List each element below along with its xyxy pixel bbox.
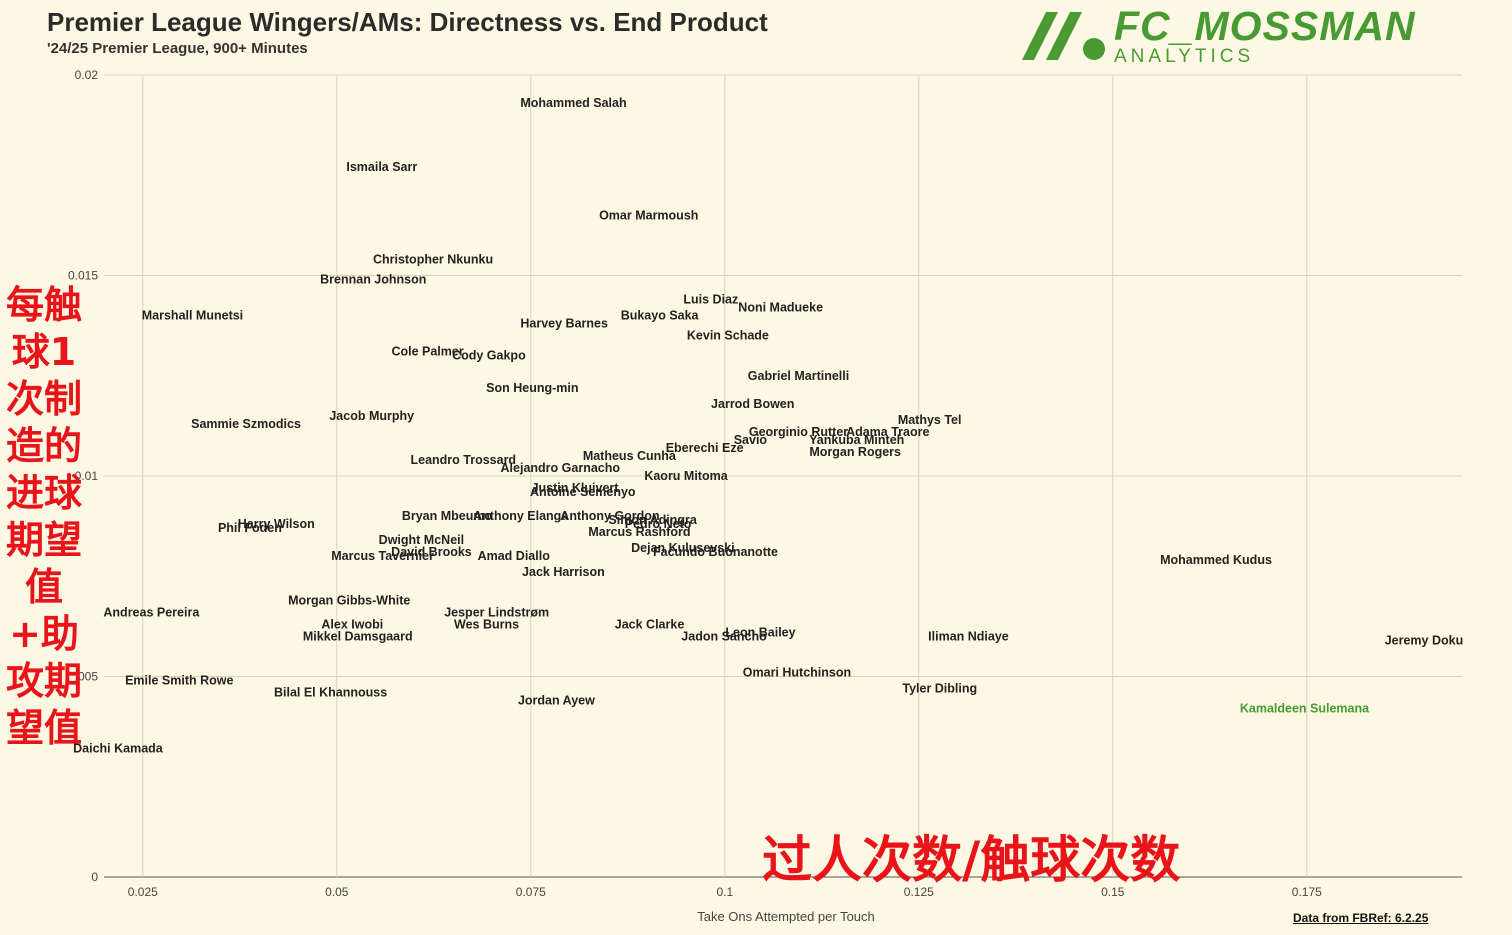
data-point-label: Leandro Trossard — [410, 453, 516, 467]
data-point-label: Kaoru Mitoma — [644, 469, 728, 483]
data-point-label: Dwight McNeil — [379, 533, 464, 547]
x-axis-label: Take Ons Attempted per Touch — [697, 909, 875, 924]
data-point-label: Dejan Kulusevski — [631, 541, 735, 555]
x-tick-label: 0.125 — [904, 885, 934, 899]
data-point-label: Pedro Neto — [625, 517, 692, 531]
data-point-label: Omar Marmoush — [599, 208, 698, 222]
data-point-label: Marshall Munetsi — [142, 309, 243, 323]
logo-mark-icon — [1022, 12, 1105, 60]
data-point-label: Harry Wilson — [238, 517, 315, 531]
chart-title: Premier League Wingers/AMs: Directness v… — [47, 7, 768, 37]
data-point-label: Morgan Rogers — [809, 445, 901, 459]
data-points: Mohammed Salah Ismaila Sarr Omar Marmoush C… — [73, 96, 1463, 756]
data-point-label: Christopher Nkunku — [373, 252, 493, 266]
data-point-label: Morgan Gibbs-White — [288, 593, 410, 607]
data-point-label: Harvey Barnes — [520, 317, 608, 331]
data-point-label: Son Heung-min — [486, 381, 578, 395]
data-point-label: Cole Palmer — [391, 345, 463, 359]
chart-grid — [104, 74, 1462, 878]
data-point-label: Jarrod Bowen — [711, 397, 794, 411]
data-source-link[interactable]: Data from FBRef: 6.2.25 — [1293, 911, 1429, 925]
data-point-label: Anthony Gordon — [560, 509, 659, 523]
data-point-label: Yankuba Minteh — [809, 433, 904, 447]
data-point-label: Gabriel Martinelli — [748, 369, 849, 383]
x-tick-label: 0.1 — [716, 885, 733, 899]
data-point-label: Kamaldeen Sulemana — [1240, 702, 1370, 716]
data-point-label: Adama Traore — [846, 425, 929, 439]
y-tick-label: 0.015 — [68, 269, 98, 283]
x-tick-label: 0.025 — [128, 885, 158, 899]
data-point-label: Mikkel Damsgaard — [303, 629, 413, 643]
data-point-label: Kevin Schade — [687, 329, 769, 343]
x-tick-label: 0.15 — [1101, 885, 1125, 899]
data-point-label: Matheus Cunha — [583, 449, 677, 463]
x-tick-label: 0.05 — [325, 885, 349, 899]
x-tick-label: 0.175 — [1292, 885, 1322, 899]
y-tick-label: 0.02 — [75, 68, 99, 82]
data-point-label: Eberechi Eze — [666, 441, 744, 455]
data-point-label: Marcus Rashford — [588, 525, 690, 539]
data-point-label: Amad Diallo — [478, 549, 551, 563]
data-point-label: Iliman Ndiaye — [928, 629, 1009, 643]
data-point-label: Daichi Kamada — [73, 742, 164, 756]
logo-subtitle: ANALYTICS — [1114, 46, 1255, 67]
data-point-label: Savio — [734, 433, 768, 447]
data-point-label: Sammie Szmodics — [191, 417, 301, 431]
data-point-label: Jordan Ayew — [518, 694, 595, 708]
data-point-label: Alejandro Garnacho — [501, 461, 621, 475]
data-point-label: Bilal El Khannouss — [274, 686, 387, 700]
data-point-label: Andreas Pereira — [103, 605, 200, 619]
data-point-label: Mohammed Salah — [520, 96, 626, 110]
data-point-label: Georginio Rutter — [749, 425, 848, 439]
data-point-label: Cody Gakpo — [452, 349, 526, 363]
data-point-label: Wes Burns — [454, 617, 519, 631]
brand-logo: FC_MOSSMAN ANALYTICS — [1020, 3, 1450, 68]
data-point-label: Noni Madueke — [738, 301, 823, 315]
data-point-label: Jesper Lindstrøm — [444, 605, 549, 619]
x-axis-annotation: 过人次数/触球次数 — [762, 831, 1181, 889]
data-point-label: Tyler Dibling — [902, 682, 977, 696]
data-point-label: Jacob Murphy — [329, 409, 414, 423]
y-axis-annotation: 每触球1次制造的进球期望值+助攻期望值 — [5, 283, 82, 750]
y-tick-label: .005 — [75, 670, 99, 684]
data-point-label: Brennan Johnson — [320, 273, 426, 287]
axis-ticks: 0 .005 0.01 0.015 0.02 0.025 0.05 0.075 0.1 0.125… — [68, 68, 1322, 899]
data-point-label: Bryan Mbeumo — [402, 509, 493, 523]
logo-wordmark: FC_MOSSMAN — [1114, 3, 1416, 49]
data-point-label: Simon Adingra — [608, 513, 697, 527]
x-tick-label: 0.075 — [516, 885, 546, 899]
data-point-label: Jadon Sancho — [681, 629, 767, 643]
data-point-label: Marcus Tavernier — [331, 549, 434, 563]
data-point-label: Antoine Semenyo — [530, 485, 636, 499]
data-point-label: Anthony Elanga — [473, 509, 569, 523]
data-point-label: Alex Iwobi — [321, 617, 383, 631]
data-point-label: Jeremy Doku — [1385, 633, 1464, 647]
chart-subtitle: '24/25 Premier League, 900+ Minutes — [47, 40, 308, 57]
data-point-label: Luis Diaz — [683, 293, 738, 307]
data-point-label: Jack Harrison — [522, 565, 605, 579]
y-tick-label: 0.01 — [75, 469, 99, 483]
data-point-label: Jack Clarke — [615, 617, 685, 631]
data-point-label: Mathys Tel — [898, 413, 962, 427]
data-point-label: Omari Hutchinson — [743, 665, 851, 679]
data-point-label: Facundo Buonanotte — [653, 545, 778, 559]
data-point-label: Emile Smith Rowe — [125, 674, 233, 688]
data-point-label: Ismaila Sarr — [346, 160, 417, 174]
data-point-label: Mohammed Kudus — [1160, 553, 1272, 567]
data-point-label: Bukayo Saka — [621, 309, 700, 323]
data-point-label: Justin Kluivert — [532, 481, 620, 495]
data-point-label: Phil Foden — [218, 521, 282, 535]
data-point-label: Leon Bailey — [725, 625, 795, 639]
y-tick-label: 0 — [91, 870, 98, 884]
data-point-label: David Brooks — [391, 545, 472, 559]
